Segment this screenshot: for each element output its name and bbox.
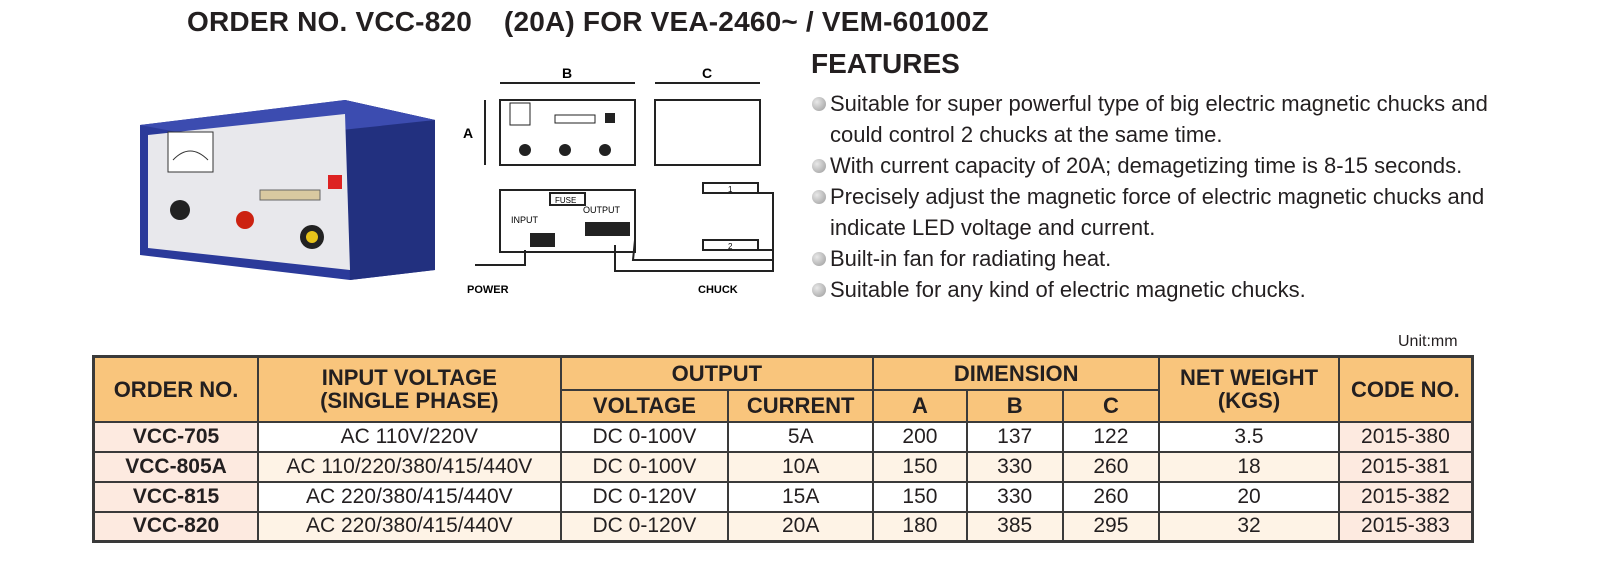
bullet-icon — [812, 97, 826, 111]
output-label: OUTPUT — [583, 205, 621, 215]
header-voltage: VOLTAGE — [559, 388, 730, 423]
fuse-label: FUSE — [555, 196, 576, 205]
dim-b-label: B — [562, 65, 572, 81]
table-row: VCC-705 AC 110V/220V DC 0-100V 5A 200 137 122 3… — [92, 420, 1474, 453]
input-label: INPUT — [511, 215, 539, 225]
table-row: VCC-815 AC 220/380/415/440V DC 0-120V 15A 15… — [92, 480, 1474, 513]
features-heading: FEATURES — [811, 48, 960, 79]
chuck-1-label: 1 — [728, 185, 733, 194]
header-current: CURRENT — [727, 388, 875, 423]
table-row: VCC-820 AC 220/380/415/440V DC 0-120V 20A 18… — [92, 510, 1474, 543]
header-c: C — [1061, 388, 1161, 423]
feature-item: With current capacity of 20A; demagetizi… — [812, 150, 1492, 181]
bullet-icon — [812, 283, 826, 297]
header-dimension: DIMENSION — [872, 355, 1161, 391]
bullet-icon — [812, 159, 826, 173]
header-order-no: ORDER NO. — [92, 355, 260, 423]
page-title: ORDER NO. VCC-820 (20A) FOR VEA-2460~ / … — [187, 6, 989, 37]
header-output: OUTPUT — [559, 355, 875, 391]
header-b: B — [965, 388, 1064, 423]
header-input-voltage: INPUT VOLTAGE (SINGLE PHASE) — [257, 355, 562, 423]
features-list: Suitable for super powerful type of big … — [812, 88, 1492, 305]
chuck-label: CHUCK — [698, 284, 738, 296]
feature-item: Precisely adjust the magnetic force of e… — [812, 181, 1492, 243]
bullet-icon — [812, 252, 826, 266]
header-net-weight: NET WEIGHT (KGS) — [1158, 355, 1340, 423]
table-row: VCC-805A AC 110/220/380/415/440V DC 0-100V… — [92, 450, 1474, 483]
chuck-2-label: 2 — [728, 242, 733, 251]
unit-label: Unit:mm — [1398, 333, 1458, 350]
dim-a-label: A — [463, 125, 473, 141]
feature-item: Suitable for any kind of electric magnet… — [812, 274, 1492, 305]
product-photo — [140, 100, 435, 280]
dim-c-label: C — [702, 65, 712, 81]
header-code-no: CODE NO. — [1337, 355, 1474, 423]
feature-item: Suitable for super powerful type of big … — [812, 88, 1492, 150]
dimension-diagram: B C A FUSE INPUT OUTPUT 1 2 POWER CHUCK — [463, 65, 774, 296]
feature-item: Built-in fan for radiating heat. — [812, 243, 1492, 274]
header-a: A — [872, 388, 968, 423]
spec-table: ORDER NO. INPUT VOLTAGE (SINGLE PHASE) OU… — [92, 355, 1474, 543]
power-label: POWER — [467, 284, 509, 296]
bullet-icon — [812, 190, 826, 204]
